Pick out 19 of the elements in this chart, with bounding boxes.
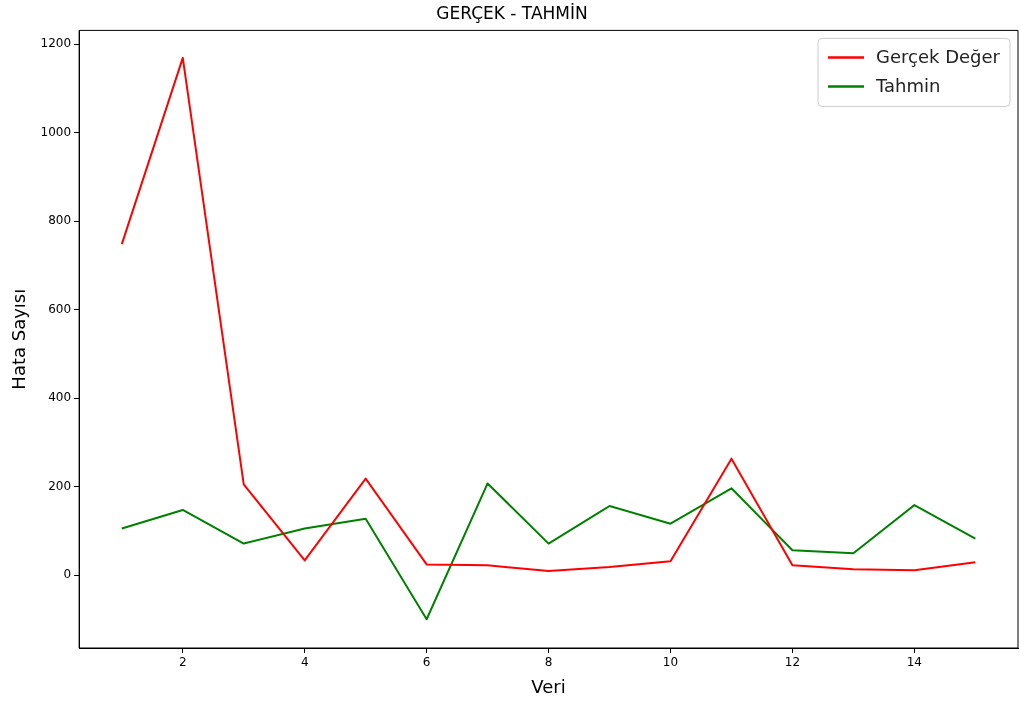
y-tick-label: 800	[48, 213, 72, 228]
x-tick-label: 14	[906, 655, 922, 670]
x-tick-label: 6	[422, 655, 431, 670]
x-tick-label: 10	[662, 655, 679, 670]
y-tick-label: 600	[48, 301, 72, 316]
y-tick-label: 0	[63, 567, 72, 582]
x-tick-label: 12	[784, 655, 801, 670]
y-tick-label: 400	[48, 390, 72, 405]
x-tick-label: 8	[544, 655, 553, 670]
y-axis-title: Hata Sayısı	[8, 288, 30, 390]
legend-label: Gerçek Değer	[876, 46, 1001, 68]
chart-title: GERÇEK - TAHMİN	[436, 2, 588, 23]
x-tick-label: 2	[178, 655, 187, 670]
legend-label: Tahmin	[875, 75, 941, 97]
y-tick-label: 1200	[40, 36, 72, 51]
y-tick-label: 200	[48, 478, 72, 493]
x-axis-title: Veri	[531, 675, 566, 697]
x-tick-label: 4	[300, 655, 309, 670]
y-tick-label: 1000	[40, 124, 72, 139]
